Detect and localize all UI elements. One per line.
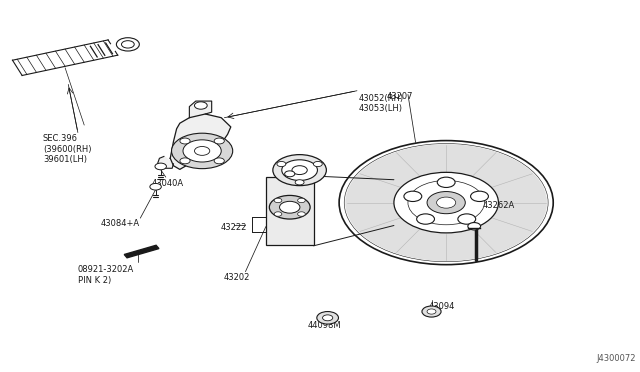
Circle shape [282, 160, 317, 180]
Circle shape [155, 163, 166, 170]
Circle shape [394, 172, 499, 233]
Circle shape [323, 315, 333, 321]
Polygon shape [189, 101, 212, 118]
Circle shape [277, 161, 286, 167]
Text: J4300072: J4300072 [596, 354, 636, 363]
Circle shape [408, 180, 484, 225]
Circle shape [458, 214, 476, 224]
Text: 44098M: 44098M [307, 321, 341, 330]
Text: 43222: 43222 [220, 223, 246, 232]
Circle shape [404, 191, 422, 202]
Text: 43202: 43202 [223, 273, 250, 282]
Circle shape [280, 201, 300, 213]
Circle shape [150, 183, 161, 190]
Circle shape [422, 306, 441, 317]
Polygon shape [124, 245, 159, 258]
Circle shape [427, 309, 436, 314]
Circle shape [436, 197, 456, 208]
Circle shape [274, 198, 282, 203]
Circle shape [346, 144, 547, 261]
Text: SEC.396
(39600(RH)
39601(LH): SEC.396 (39600(RH) 39601(LH) [43, 134, 92, 164]
Polygon shape [170, 114, 231, 169]
Text: 43052(RH)
43053(LH): 43052(RH) 43053(LH) [358, 94, 403, 113]
Circle shape [172, 133, 233, 169]
Circle shape [292, 166, 307, 174]
Circle shape [269, 195, 310, 219]
Circle shape [298, 212, 305, 216]
Circle shape [317, 311, 339, 324]
Circle shape [180, 138, 190, 144]
Circle shape [314, 161, 323, 167]
Circle shape [273, 155, 326, 186]
Circle shape [468, 222, 481, 230]
Circle shape [214, 158, 225, 164]
Circle shape [183, 140, 221, 162]
Circle shape [274, 212, 282, 216]
Text: 43210: 43210 [285, 162, 311, 171]
Circle shape [195, 147, 210, 155]
Text: 43207: 43207 [387, 92, 413, 101]
Polygon shape [157, 157, 173, 168]
Circle shape [339, 141, 553, 264]
Text: 43262A: 43262A [483, 201, 515, 210]
Circle shape [214, 138, 225, 144]
Circle shape [298, 198, 305, 203]
Circle shape [285, 171, 295, 177]
Circle shape [437, 177, 455, 187]
Circle shape [122, 41, 134, 48]
Circle shape [417, 214, 435, 224]
Circle shape [180, 158, 190, 164]
Circle shape [470, 191, 488, 202]
Text: 43040A: 43040A [151, 179, 183, 187]
FancyBboxPatch shape [266, 177, 314, 245]
Text: 43094: 43094 [428, 302, 454, 311]
Text: 08921-3202A
PIN K 2): 08921-3202A PIN K 2) [78, 265, 134, 285]
Text: 43084+A: 43084+A [100, 219, 140, 228]
Circle shape [427, 192, 465, 214]
Circle shape [195, 102, 207, 109]
Circle shape [116, 38, 140, 51]
Circle shape [295, 180, 304, 185]
Circle shape [344, 144, 548, 262]
